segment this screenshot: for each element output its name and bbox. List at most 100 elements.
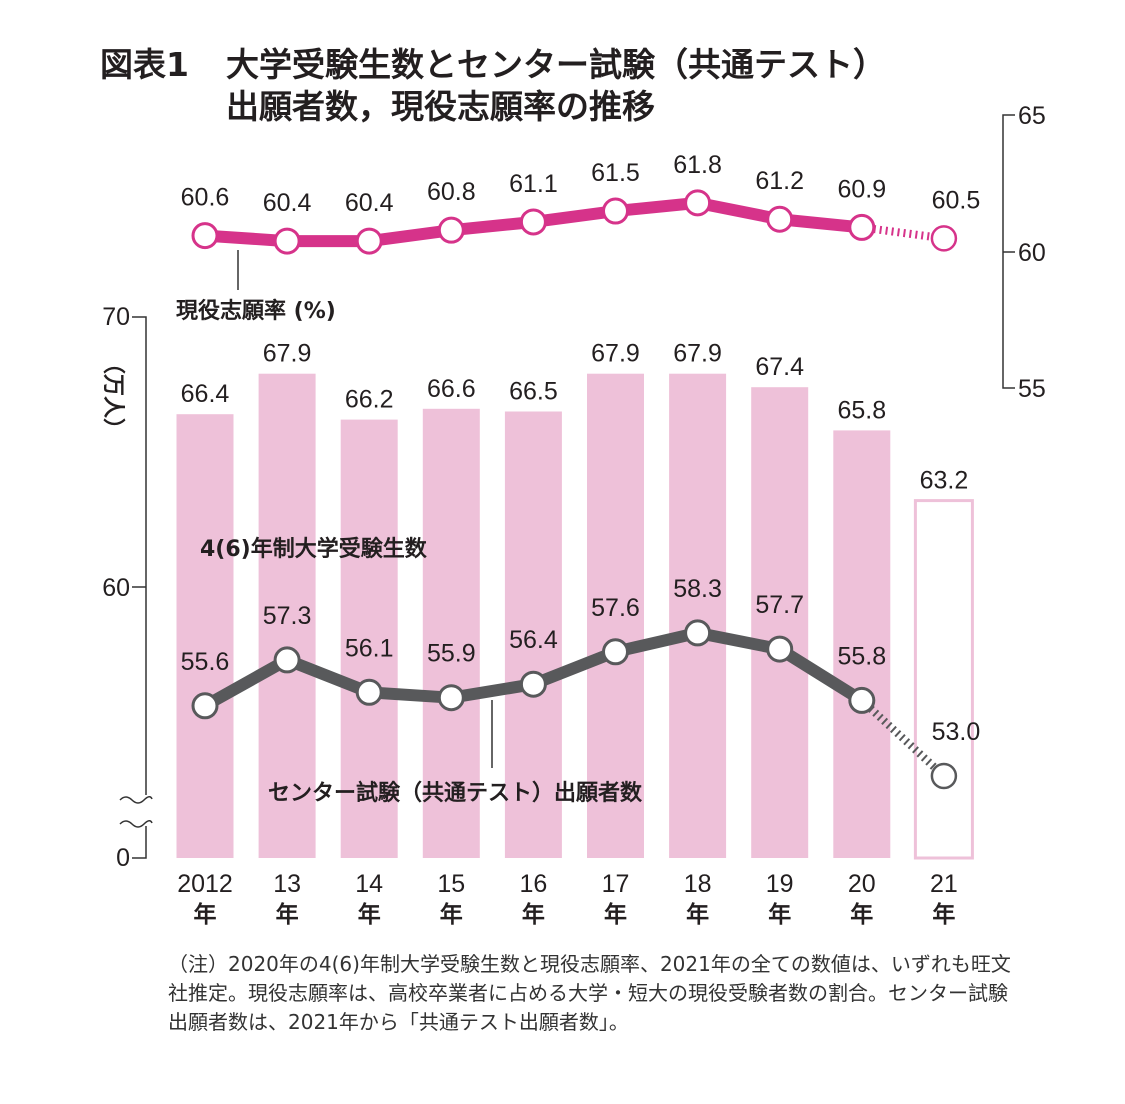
bars-layer	[176, 373, 974, 860]
x-tick-label: 21	[930, 870, 958, 898]
left-axis-tick-label: 70	[102, 303, 130, 331]
footnote: （注）2020年の4(6)年制大学受験生数と現役志願率、2021年の全ての数値は…	[168, 952, 1011, 1034]
left-axis-tick-label: 60	[102, 574, 130, 602]
bar-21	[913, 499, 974, 860]
applicants-value-label: 55.8	[837, 642, 886, 670]
applicants-point	[766, 635, 794, 663]
rate-estimated-segment	[861, 223, 945, 243]
right-axis-tick-label: 60	[1018, 239, 1046, 267]
right-axis-tick-label: 55	[1018, 375, 1046, 403]
applicants-estimated-segment	[859, 697, 947, 779]
rate-point	[519, 208, 547, 236]
applicants-point	[848, 686, 876, 714]
rate-value-label: 60.5	[932, 186, 981, 214]
chart-title: 図表1 大学受験生数とセンター試験（共通テスト） 出願者数，現役志願率の推移	[100, 44, 886, 128]
bar-15	[422, 408, 480, 858]
rate-value-label: 60.8	[427, 178, 476, 206]
bar-20	[833, 430, 891, 858]
x-tick-suffix: 年	[932, 901, 955, 928]
rate-point	[273, 227, 301, 255]
bar-value-label: 63.2	[920, 467, 969, 495]
labels-layer: 66.4 67.9 66.2 66.6 66.5 67.9 67.9 67.4 65.8 63.2…	[177, 151, 980, 928]
rate-value-label: 61.1	[509, 170, 558, 198]
applicants-point	[930, 762, 958, 790]
figure-label: 図表1	[100, 45, 189, 84]
x-tick-label: 17	[602, 870, 630, 898]
rate-point	[355, 227, 383, 255]
bar-value-label: 67.4	[755, 353, 804, 381]
applicants-point	[684, 619, 712, 647]
applicants-value-label: 57.3	[263, 602, 312, 630]
rate-value-label: 60.4	[345, 189, 394, 217]
bar-value-label: 67.9	[673, 340, 722, 368]
applicants-point	[355, 678, 383, 706]
x-tick-label: 13	[273, 870, 301, 898]
left-axis-unit: （万人）	[100, 352, 125, 440]
title-line-1: 大学受験生数とセンター試験（共通テスト）	[226, 45, 886, 84]
x-tick-suffix: 年	[440, 901, 463, 928]
x-tick-suffix: 年	[604, 901, 627, 928]
bar-value-label: 65.8	[837, 396, 886, 424]
x-tick-suffix: 年	[686, 901, 709, 928]
x-tick-label: 16	[519, 870, 547, 898]
left-axis-tick-label: 0	[116, 844, 130, 872]
x-tick-suffix: 年	[194, 901, 217, 928]
rate-value-label: 60.6	[181, 184, 230, 212]
applicants-value-label: 56.1	[345, 634, 394, 662]
applicants-value-label: 57.7	[755, 591, 804, 619]
x-tick-label: 18	[684, 870, 712, 898]
x-tick-suffix: 年	[850, 901, 873, 928]
applicants-point	[437, 684, 465, 712]
applicants-value-label: 53.0	[932, 718, 981, 746]
x-tick-label: 15	[437, 870, 465, 898]
chart-canvas: 70 60 0 65 60 55 66.4 67.9 66.2 66.6 66.5 67.9 67.9…	[100, 102, 1046, 928]
bars-series-label: 4(6)年制大学受験生数	[200, 536, 428, 562]
applicants-point	[602, 638, 629, 666]
rate-value-label: 61.8	[673, 151, 722, 179]
bar-18	[669, 373, 727, 858]
rate-value-label: 60.4	[263, 189, 312, 217]
axes-layer: 70 60 0 65 60 55	[102, 102, 1046, 872]
bar-19	[751, 387, 809, 858]
x-tick-suffix: 年	[768, 901, 791, 928]
bar-value-label: 66.2	[345, 386, 394, 414]
rate-point	[437, 216, 465, 244]
applicants-point	[519, 670, 547, 698]
applicants-value-label: 55.9	[427, 640, 476, 668]
rate-point	[191, 222, 219, 250]
bar-value-label: 66.4	[181, 380, 230, 408]
x-tick-label: 19	[766, 870, 794, 898]
bar-17	[587, 373, 644, 858]
rate-value-label: 60.9	[837, 175, 886, 203]
title-line-2: 出願者数，現役志願率の推移	[226, 87, 655, 126]
applicants-value-label: 56.4	[509, 626, 558, 654]
rate-value-label: 61.5	[591, 159, 640, 187]
rate-value-label: 61.2	[755, 167, 804, 195]
rate-point	[766, 205, 794, 233]
rate-series-label: 現役志願率 (%)	[176, 298, 336, 324]
rate-point	[684, 189, 712, 217]
left-axis-line	[132, 316, 147, 795]
x-tick-label: 14	[355, 870, 383, 898]
bar-16	[504, 411, 562, 858]
right-axis-tick-label: 65	[1018, 102, 1046, 130]
applicants-point	[273, 646, 301, 674]
applicants-value-label: 57.6	[591, 594, 640, 622]
rate-point	[602, 197, 629, 225]
bar-value-label: 67.9	[263, 340, 312, 368]
lines-layer	[191, 189, 958, 790]
left-axis-line-lower	[132, 826, 147, 859]
bar-value-label: 66.6	[427, 375, 476, 403]
bar-value-label: 67.9	[591, 340, 640, 368]
bar-13	[258, 373, 316, 858]
applicants-series-label: センター試験（共通テスト）出願者数	[268, 780, 643, 806]
x-tick-suffix: 年	[276, 901, 299, 928]
x-tick-label: 20	[848, 870, 876, 898]
x-tick-label: 2012	[177, 870, 233, 898]
applicants-point	[191, 692, 219, 720]
bar-2012	[176, 414, 234, 858]
applicants-value-label: 55.6	[181, 648, 230, 676]
rate-point	[848, 213, 876, 241]
applicants-value-label: 58.3	[673, 575, 722, 603]
bar-14	[340, 419, 398, 858]
